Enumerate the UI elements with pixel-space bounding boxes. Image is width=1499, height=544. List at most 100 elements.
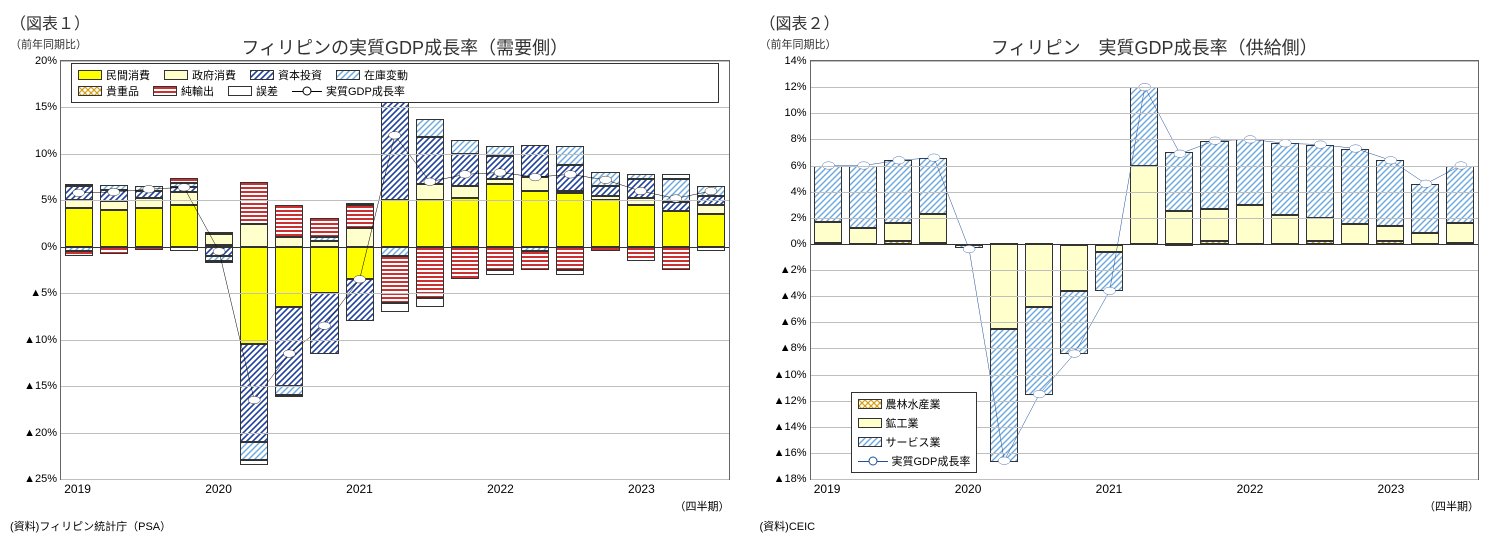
ytick-label: ▲16% (774, 447, 811, 459)
bar-segment (65, 251, 93, 256)
bar-group (166, 61, 201, 479)
bar-group (658, 61, 693, 479)
ytick-label: 12% (784, 81, 810, 93)
xtick-label: 2021 (1096, 482, 1123, 496)
bar-segment (135, 208, 163, 247)
bar-segment (814, 222, 842, 243)
bar-segment (486, 270, 514, 275)
bar-segment (1060, 245, 1088, 291)
bar-segment (275, 247, 303, 307)
bar-segment (697, 186, 725, 195)
bar-group (483, 61, 518, 479)
bar-group (553, 61, 588, 479)
bar-segment (1376, 226, 1404, 242)
bar-segment (65, 208, 93, 247)
bar-segment (416, 247, 444, 298)
chart2-xaxis: （四半期） 20192020202120222023 (810, 480, 1480, 500)
ytick-label: ▲12% (774, 395, 811, 407)
legend-item: 純輸出 (153, 83, 214, 99)
bar-segment (1165, 211, 1193, 244)
bar-group (342, 61, 377, 479)
xtick-label: 2022 (1237, 482, 1264, 496)
bar-segment (346, 228, 374, 247)
gridline (61, 386, 729, 387)
ytick-label: 6% (791, 160, 811, 172)
ytick-label: ▲14% (774, 421, 811, 433)
bar-segment (627, 174, 655, 179)
ytick-label: 8% (791, 133, 811, 145)
bar-segment (416, 184, 444, 201)
bar-segment (240, 182, 268, 224)
bar-group (131, 61, 166, 479)
ytick-label: 20% (35, 55, 61, 67)
ytick-label: 0% (41, 241, 61, 253)
bar-segment (65, 184, 93, 187)
bar-group (518, 61, 553, 479)
bar-segment (1025, 244, 1053, 307)
bar-group (96, 61, 131, 479)
bar-segment (65, 186, 93, 200)
bar-segment (346, 205, 374, 228)
bar-segment (381, 256, 409, 302)
bar-segment (556, 146, 584, 165)
bar-segment (849, 228, 877, 244)
bar-segment (346, 203, 374, 205)
bar-segment (240, 442, 268, 461)
bar-segment (170, 192, 198, 205)
chart2-source: (資料)CEIC (760, 518, 1490, 534)
legend-label: 農林水産業 (886, 396, 941, 412)
chart2-xaxis-label: （四半期） (1424, 498, 1479, 514)
ytick-label: 5% (41, 194, 61, 206)
bar-segment (662, 202, 690, 211)
legend-item: 実質GDP成長率 (292, 83, 405, 99)
bar-segment (1236, 205, 1264, 244)
ytick-label: ▲10% (24, 334, 61, 346)
gridline (811, 192, 1479, 193)
xtick-label: 2023 (628, 482, 655, 496)
bar-segment (416, 119, 444, 138)
bar-segment (486, 184, 514, 247)
chart1-title: フィリピンの実質GDP成長率（需要側） (70, 34, 740, 60)
legend-label: 資本投資 (278, 67, 322, 83)
bar-segment (100, 247, 128, 254)
gridline (61, 433, 729, 434)
gridline (811, 244, 1479, 245)
bar-segment (170, 183, 198, 188)
bar-segment (1130, 87, 1158, 165)
bar-group (623, 61, 658, 479)
bar-segment (310, 247, 338, 293)
bar-segment (275, 237, 303, 246)
bar-segment (381, 303, 409, 312)
bar-segment (990, 244, 1018, 329)
gridline (61, 200, 729, 201)
legend-item: サービス業 (858, 434, 971, 450)
legend-item: 資本投資 (250, 67, 322, 83)
gridline (811, 218, 1479, 219)
gridline (61, 247, 729, 248)
bar-group (307, 61, 342, 479)
chart2-panel: （図表２） （前年同期比） フィリピン 実質GDP成長率（供給側） 農林水産業鉱… (760, 10, 1490, 534)
bar-segment (556, 191, 584, 193)
bar-segment (1271, 215, 1299, 244)
legend-item: 鉱工業 (858, 415, 971, 431)
bar-segment (170, 187, 198, 192)
bar-segment (627, 179, 655, 198)
ytick-label: 2% (791, 212, 811, 224)
bar-segment (697, 214, 725, 247)
bar-segment (100, 210, 128, 247)
bar-segment (275, 205, 303, 238)
bar-segment (381, 200, 409, 246)
bar-segment (1306, 218, 1334, 242)
bar-segment (1236, 139, 1264, 204)
legend-item: 政府消費 (164, 67, 236, 83)
xtick-label: 2020 (955, 482, 982, 496)
bar-segment (416, 137, 444, 183)
xtick-label: 2021 (346, 482, 373, 496)
bar-segment (205, 247, 233, 256)
bar-segment (486, 247, 514, 270)
bar-segment (451, 247, 479, 280)
gridline (811, 87, 1479, 88)
chart1-plot-area: 民間消費政府消費資本投資在庫変動貴重品純輸出誤差実質GDP成長率 20%15%1… (60, 60, 730, 480)
chart1-bars-layer (61, 61, 729, 479)
gridline (811, 113, 1479, 114)
